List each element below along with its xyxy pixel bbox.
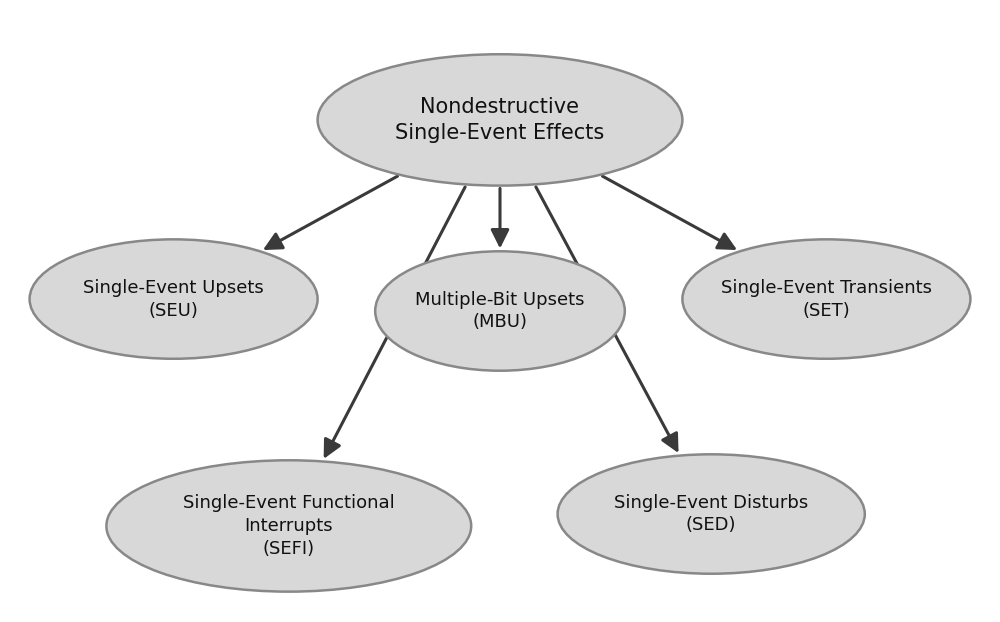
Ellipse shape <box>375 251 625 371</box>
Text: Multiple-Bit Upsets
(MBU): Multiple-Bit Upsets (MBU) <box>415 290 585 332</box>
Text: Single-Event Disturbs
(SED): Single-Event Disturbs (SED) <box>614 494 808 534</box>
Ellipse shape <box>318 54 682 185</box>
Text: Single-Event Transients
(SET): Single-Event Transients (SET) <box>721 279 932 320</box>
Text: Nondestructive
Single-Event Effects: Nondestructive Single-Event Effects <box>395 97 605 142</box>
Ellipse shape <box>30 239 318 359</box>
Ellipse shape <box>558 454 865 573</box>
Text: Single-Event Functional
Interrupts
(SEFI): Single-Event Functional Interrupts (SEFI… <box>183 494 395 558</box>
Ellipse shape <box>682 239 970 359</box>
Text: Single-Event Upsets
(SEU): Single-Event Upsets (SEU) <box>83 279 264 320</box>
Ellipse shape <box>106 460 471 592</box>
